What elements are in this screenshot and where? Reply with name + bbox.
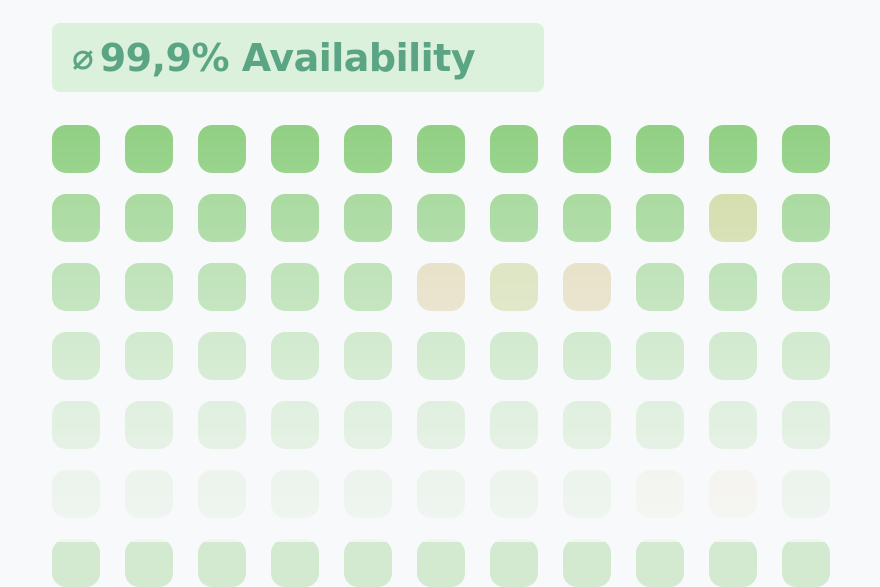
status-tile-ok[interactable]	[52, 332, 100, 380]
status-tile-ok[interactable]	[271, 332, 319, 380]
status-tile-ok[interactable]	[271, 125, 319, 173]
status-tile-ok[interactable]	[125, 263, 173, 311]
status-tile-ok[interactable]	[563, 332, 611, 380]
status-tile-warning[interactable]	[709, 470, 757, 518]
status-tile-ok[interactable]	[782, 263, 830, 311]
status-tile-ok[interactable]	[490, 401, 538, 449]
status-tile-ok[interactable]	[271, 401, 319, 449]
status-tile-ok[interactable]	[125, 332, 173, 380]
status-tile-ok[interactable]	[782, 539, 830, 587]
status-tile-ok[interactable]	[636, 263, 684, 311]
status-tile-ok[interactable]	[344, 539, 392, 587]
status-tile-ok[interactable]	[198, 332, 246, 380]
status-tile-ok[interactable]	[198, 125, 246, 173]
status-tile-ok[interactable]	[271, 263, 319, 311]
status-tile-ok[interactable]	[636, 332, 684, 380]
status-tile-ok[interactable]	[52, 401, 100, 449]
status-tile-ok[interactable]	[490, 332, 538, 380]
status-tile-ok[interactable]	[125, 470, 173, 518]
status-tile-ok[interactable]	[636, 125, 684, 173]
status-tile-ok[interactable]	[344, 332, 392, 380]
status-tile-degraded[interactable]	[709, 194, 757, 242]
status-tile-ok[interactable]	[490, 125, 538, 173]
status-tile-ok[interactable]	[52, 125, 100, 173]
status-tile-ok[interactable]	[636, 539, 684, 587]
status-tile-ok[interactable]	[52, 470, 100, 518]
status-tile-ok[interactable]	[563, 539, 611, 587]
status-tile-ok[interactable]	[198, 539, 246, 587]
status-tile-ok[interactable]	[709, 125, 757, 173]
status-tile-ok[interactable]	[198, 401, 246, 449]
status-tile-ok[interactable]	[344, 125, 392, 173]
status-tile-ok[interactable]	[490, 539, 538, 587]
status-tile-ok[interactable]	[709, 539, 757, 587]
status-tile-ok[interactable]	[125, 401, 173, 449]
status-tile-ok[interactable]	[782, 194, 830, 242]
status-tile-ok[interactable]	[636, 194, 684, 242]
status-tile-ok[interactable]	[709, 263, 757, 311]
status-tile-degraded[interactable]	[490, 263, 538, 311]
status-tile-ok[interactable]	[344, 401, 392, 449]
status-tile-ok[interactable]	[490, 470, 538, 518]
status-tile-degraded[interactable]	[636, 470, 684, 518]
status-tile-warning[interactable]	[563, 263, 611, 311]
status-tile-ok[interactable]	[52, 194, 100, 242]
status-tile-warning[interactable]	[417, 263, 465, 311]
status-tile-ok[interactable]	[198, 194, 246, 242]
status-tile-ok[interactable]	[198, 470, 246, 518]
availability-badge: ⌀ 99,9% Availability	[52, 23, 544, 92]
status-tile-ok[interactable]	[417, 401, 465, 449]
status-tile-ok[interactable]	[563, 470, 611, 518]
status-tile-ok[interactable]	[52, 539, 100, 587]
status-tile-ok[interactable]	[344, 263, 392, 311]
status-tile-ok[interactable]	[709, 401, 757, 449]
status-tile-ok[interactable]	[636, 401, 684, 449]
status-tile-ok[interactable]	[782, 401, 830, 449]
availability-label: 99,9% Availability	[99, 35, 476, 80]
status-tile-ok[interactable]	[417, 194, 465, 242]
status-tile-ok[interactable]	[782, 332, 830, 380]
status-tile-ok[interactable]	[125, 125, 173, 173]
status-tile-ok[interactable]	[490, 194, 538, 242]
status-tile-ok[interactable]	[709, 332, 757, 380]
status-tile-ok[interactable]	[271, 539, 319, 587]
status-tile-ok[interactable]	[271, 194, 319, 242]
status-tile-ok[interactable]	[344, 470, 392, 518]
status-tile-ok[interactable]	[417, 470, 465, 518]
status-tile-ok[interactable]	[344, 194, 392, 242]
status-tile-ok[interactable]	[417, 125, 465, 173]
status-tile-ok[interactable]	[271, 470, 319, 518]
availability-grid	[52, 125, 830, 587]
status-tile-ok[interactable]	[782, 470, 830, 518]
status-tile-ok[interactable]	[198, 263, 246, 311]
average-icon: ⌀	[72, 36, 94, 78]
status-tile-ok[interactable]	[417, 539, 465, 587]
status-tile-ok[interactable]	[52, 263, 100, 311]
status-tile-ok[interactable]	[417, 332, 465, 380]
status-tile-ok[interactable]	[563, 125, 611, 173]
status-tile-ok[interactable]	[125, 194, 173, 242]
status-tile-ok[interactable]	[125, 539, 173, 587]
status-tile-ok[interactable]	[563, 194, 611, 242]
status-tile-ok[interactable]	[782, 125, 830, 173]
status-tile-ok[interactable]	[563, 401, 611, 449]
